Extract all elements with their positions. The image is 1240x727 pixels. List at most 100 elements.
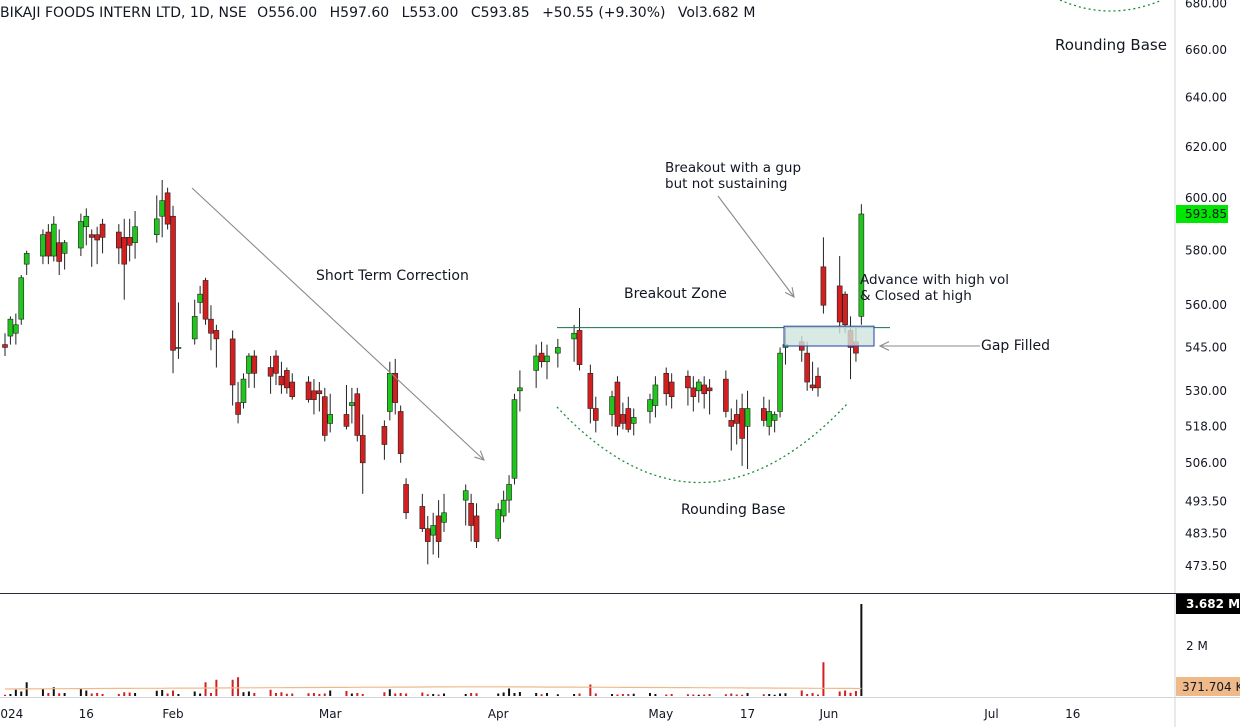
candle-body [175,347,182,349]
candle-body [430,525,436,536]
candle [126,218,133,262]
volume-bar [611,694,614,696]
rounding-base-curve [556,402,849,484]
volume-bar [90,693,93,696]
candle [159,179,165,238]
candle [13,313,19,345]
candle-body [164,192,171,225]
volume-bar [242,692,245,696]
candle [213,324,220,368]
candle [820,237,827,314]
volume-pane [4,604,863,696]
candle-body [706,387,713,392]
candle-body [229,338,236,386]
volume-tick-label: 2 M [1186,639,1208,653]
volume-bar [161,690,164,696]
arrow-head [474,450,485,461]
candle [739,393,745,466]
candle [403,478,409,520]
candle-body [419,506,426,530]
breakout-zone-label: Breakout Zone [624,286,727,302]
candle [571,324,577,362]
candle-body [40,234,46,257]
candle-body [820,266,827,306]
candle-body [587,373,594,409]
candle-body [392,373,399,403]
candle-body [56,242,63,262]
candle [251,350,258,388]
candle [170,205,176,374]
arrow-line [191,187,485,461]
candle [625,396,632,433]
candle-body [517,387,523,392]
candle-body [381,426,388,445]
candle [506,475,512,513]
candle [701,376,707,409]
candle [327,393,334,433]
correction-arrow [191,187,485,461]
rounding-base-label-top: Rounding Base [1055,36,1167,54]
candle-body [701,384,707,395]
candle-body [495,509,502,539]
volume-bar [811,693,814,696]
candle [381,420,388,460]
volume-bar [329,690,332,696]
volume-bar [312,693,315,696]
candle-body [354,393,361,436]
candle [685,370,691,406]
candle-body [723,378,729,412]
candle [278,361,285,394]
candle [121,218,128,300]
time-tick-label: 16 [1065,707,1080,721]
candle [202,277,209,325]
price-tick-label: 530.00 [1185,384,1227,398]
candle-body [251,355,258,374]
candle [83,208,90,246]
volume-bar [573,694,576,696]
candle-body [45,231,52,257]
volume-bar [101,694,104,696]
arrow-head [784,287,795,299]
candle [771,411,778,433]
candle [592,396,599,433]
candle [311,379,317,415]
volume-bar [9,694,12,696]
candle-body [305,381,312,400]
volume-bar [394,693,397,696]
price-tick-label: 545.00 [1185,340,1227,354]
candle-body [500,499,507,517]
candle [630,408,637,436]
rounding-base-curve-top [1059,0,1163,12]
advance-label-1: Advance with high vol [860,272,1009,288]
candle-body [815,375,821,389]
candle [50,216,57,262]
candle [153,195,160,243]
candle-body [685,375,691,389]
candle [468,493,474,542]
candle-body [462,490,469,501]
candle [690,376,697,412]
open-value: O556.00 [257,5,318,21]
candle-body [592,408,599,421]
volume-bar [291,693,294,696]
candle [858,204,865,325]
candle [349,387,355,424]
symbol-name: BIKAJI FOODS INTERN LTD, 1D, NSE [0,5,247,21]
candle [18,274,25,325]
candle-body [78,221,84,249]
candle-body [728,420,735,427]
symbol-header: BIKAJI FOODS INTERN LTD, 1D, NSE O556.00… [0,5,755,21]
candle [45,224,52,265]
volume-bar [854,691,857,696]
candle [273,350,279,385]
candle [733,399,740,445]
candle-body [235,402,241,415]
gap-filled-label: Gap Filled [981,338,1050,354]
time-tick-label: May [648,707,673,721]
candle-body [571,332,577,340]
volume-bar [470,693,473,696]
time-tick-label: 16 [79,707,94,721]
candle [511,393,518,485]
volume-bar [443,693,446,696]
